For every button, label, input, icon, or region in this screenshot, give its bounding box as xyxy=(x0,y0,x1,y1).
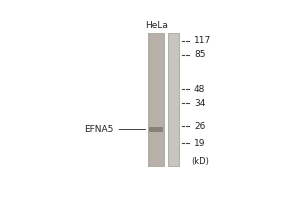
Text: 19: 19 xyxy=(194,139,206,148)
Text: 34: 34 xyxy=(194,99,206,108)
Bar xyxy=(148,33,164,166)
Text: 26: 26 xyxy=(194,122,206,131)
Text: HeLa: HeLa xyxy=(145,21,167,30)
Text: 48: 48 xyxy=(194,85,206,94)
Text: 85: 85 xyxy=(194,50,206,59)
Text: EFNA5: EFNA5 xyxy=(84,125,146,134)
Bar xyxy=(149,127,163,132)
Text: 117: 117 xyxy=(194,36,211,45)
Bar xyxy=(168,33,179,166)
Text: (kD): (kD) xyxy=(192,157,210,166)
